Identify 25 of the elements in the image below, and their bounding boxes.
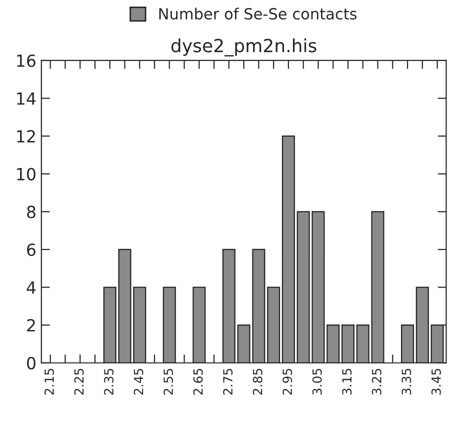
x-tick-label: 2.75: [223, 368, 233, 395]
x-tick-label: 3.05: [312, 368, 322, 395]
x-tick-label: 3.45: [431, 368, 441, 395]
x-tick-label: 2.85: [252, 368, 262, 395]
x-tick-label: 2.65: [193, 368, 203, 395]
y-tick-label: 10: [17, 168, 36, 180]
x-tick-label: 2.45: [134, 368, 144, 395]
x-tick-label: 3.35: [402, 368, 412, 395]
x-tick-label: 2.15: [44, 368, 54, 395]
y-tick-label: 14: [17, 92, 36, 105]
x-tick-label: 2.95: [282, 368, 292, 395]
y-tick-label: 0: [27, 356, 36, 370]
x-tick-label: 3.25: [372, 368, 382, 395]
x-tick-label: 2.55: [164, 368, 174, 395]
x-tick-label: 3.15: [342, 368, 352, 395]
y-tick-label: 12: [17, 130, 35, 142]
x-tick-label: 2.25: [74, 368, 84, 395]
y-tick-label: 2: [27, 319, 35, 332]
y-tick-label: 16: [17, 54, 36, 68]
chart-title: dyse2_pm2n.his: [171, 38, 316, 56]
y-tick-label: 8: [27, 206, 36, 218]
legend-label: Number of Se-Se contacts: [159, 8, 357, 20]
x-tick-label: 2.35: [104, 368, 114, 395]
y-tick-label: 6: [27, 243, 36, 256]
y-tick-label: 4: [26, 281, 36, 294]
